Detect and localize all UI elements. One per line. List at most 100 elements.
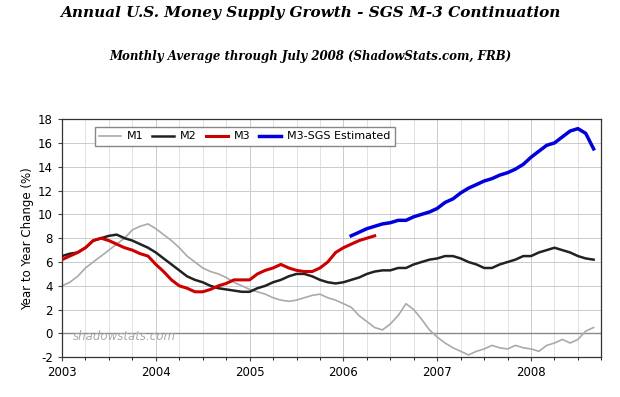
M3 (332, 250, 339, 255)
M2 (238, 289, 246, 294)
M3-SGS Estimated (496, 173, 503, 177)
M3 (371, 233, 378, 238)
M3-SGS Estimated (387, 220, 394, 225)
M1 (582, 329, 590, 333)
M3 (144, 254, 152, 258)
M1 (144, 222, 152, 226)
M3 (168, 278, 175, 282)
M3 (58, 257, 66, 262)
M3 (262, 268, 269, 273)
M3-SGS Estimated (402, 218, 410, 223)
M2 (113, 232, 120, 237)
M3 (121, 245, 128, 250)
M3 (128, 248, 136, 252)
M1 (152, 226, 159, 231)
Line: M3-SGS Estimated: M3-SGS Estimated (351, 129, 593, 236)
M3 (82, 245, 89, 250)
M3 (238, 278, 246, 282)
M3 (184, 286, 191, 291)
Legend: M1, M2, M3, M3-SGS Estimated: M1, M2, M3, M3-SGS Estimated (94, 127, 394, 146)
M3 (74, 250, 81, 255)
M3 (277, 262, 285, 267)
M3-SGS Estimated (371, 224, 378, 229)
M3-SGS Estimated (441, 200, 449, 205)
M3-SGS Estimated (582, 131, 590, 136)
M2 (168, 262, 175, 267)
M1 (371, 325, 378, 330)
Line: M3: M3 (62, 236, 374, 292)
M3 (207, 287, 215, 292)
M3-SGS Estimated (433, 206, 441, 211)
Text: Annual U.S. Money Supply Growth - SGS M-3 Continuation: Annual U.S. Money Supply Growth - SGS M-… (60, 6, 560, 20)
M3 (223, 281, 230, 286)
M3 (136, 251, 144, 256)
M3 (355, 238, 363, 243)
M3 (89, 238, 97, 243)
Text: Monthly Average through July 2008 (ShadowStats.com, FRB): Monthly Average through July 2008 (Shado… (109, 50, 511, 63)
M3 (160, 269, 167, 274)
M3-SGS Estimated (551, 141, 558, 145)
M1 (97, 254, 105, 258)
M3 (199, 289, 206, 294)
M3 (230, 278, 237, 282)
M3-SGS Estimated (520, 162, 527, 167)
M3-SGS Estimated (449, 197, 456, 201)
M3-SGS Estimated (543, 143, 551, 148)
M3-SGS Estimated (472, 182, 480, 187)
M2 (379, 268, 386, 273)
M3 (316, 266, 324, 270)
M3-SGS Estimated (355, 230, 363, 235)
M3-SGS Estimated (528, 155, 535, 160)
M3 (254, 272, 261, 276)
M3-SGS Estimated (457, 191, 464, 195)
M3 (246, 278, 254, 282)
M2 (480, 266, 488, 270)
M3-SGS Estimated (379, 222, 386, 226)
M3-SGS Estimated (512, 167, 519, 172)
M2 (58, 254, 66, 258)
M3 (97, 236, 105, 241)
M3-SGS Estimated (480, 179, 488, 183)
M3 (340, 245, 347, 250)
M3-SGS Estimated (504, 170, 511, 175)
Text: shadowstats.com: shadowstats.com (73, 330, 176, 343)
Line: M1: M1 (62, 224, 593, 355)
M3 (301, 269, 308, 274)
M3 (66, 254, 74, 258)
M3 (191, 289, 198, 294)
M3-SGS Estimated (394, 218, 402, 223)
M3 (152, 262, 159, 267)
M2 (590, 257, 597, 262)
M3 (324, 260, 332, 264)
M3 (285, 266, 293, 270)
M1 (480, 347, 488, 351)
M3 (215, 283, 222, 288)
M3-SGS Estimated (535, 149, 542, 154)
M2 (582, 256, 590, 261)
M2 (152, 250, 159, 255)
M3 (363, 236, 371, 241)
M3 (105, 238, 113, 243)
Y-axis label: Year to Year Change (%): Year to Year Change (%) (21, 167, 34, 310)
M1 (58, 283, 66, 288)
M3 (175, 283, 183, 288)
M2 (97, 236, 105, 241)
M3-SGS Estimated (465, 186, 472, 191)
M3-SGS Estimated (410, 214, 417, 219)
M3-SGS Estimated (574, 126, 582, 131)
M3-SGS Estimated (418, 212, 425, 217)
M3 (269, 266, 277, 270)
M1 (590, 325, 597, 330)
M3-SGS Estimated (426, 210, 433, 214)
M3 (347, 242, 355, 247)
Line: M2: M2 (62, 235, 593, 292)
M3-SGS Estimated (590, 146, 597, 151)
M3-SGS Estimated (488, 176, 495, 181)
M3-SGS Estimated (559, 135, 566, 139)
M1 (465, 353, 472, 357)
M3 (309, 269, 316, 274)
M1 (168, 238, 175, 243)
M3-SGS Estimated (347, 233, 355, 238)
M3 (293, 268, 300, 273)
M3-SGS Estimated (567, 129, 574, 133)
